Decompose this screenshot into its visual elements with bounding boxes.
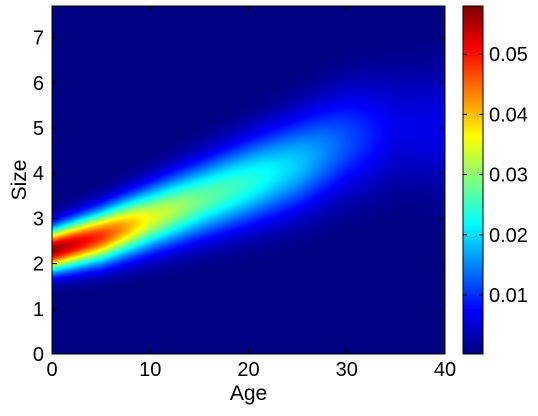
y-tick-label: 1: [33, 299, 44, 321]
x-tick-label: 20: [237, 359, 259, 381]
y-axis: 0 1 2 3 4 5 6 7: [33, 28, 445, 366]
x-axis: 0 10 20 30 40: [46, 6, 456, 381]
colorbar-tick-label: 0.04: [489, 104, 528, 126]
x-tick-label: 0: [46, 359, 57, 381]
y-tick-label: 5: [33, 118, 44, 140]
y-tick-label: 3: [33, 208, 44, 230]
density-heatmap: [52, 6, 445, 354]
x-tick-label: 40: [434, 359, 456, 381]
plot-area: 0 10 20 30 40 0 1 2 3 4 5 6 7: [33, 5, 456, 381]
colorbar-tick-label: 0.03: [489, 165, 528, 187]
colorbar: 0.01 0.02 0.03 0.04 0.05: [462, 5, 528, 355]
x-tick-label: 30: [336, 359, 358, 381]
colorbar-tick-label: 0.01: [489, 285, 528, 307]
y-tick-label: 0: [33, 344, 44, 366]
y-tick-label: 2: [33, 254, 44, 276]
colorbar-tick-label: 0.02: [489, 225, 528, 247]
x-axis-label: Age: [230, 382, 267, 405]
colorbar-tick-label: 0.05: [489, 44, 528, 66]
y-tick-label: 4: [33, 163, 44, 185]
x-tick-label: 10: [139, 359, 161, 381]
colorbar-gradient: [463, 6, 483, 354]
colorbar-frame: [462, 5, 484, 355]
y-axis-label: Size: [8, 160, 31, 201]
colorbar-ticks: 0.01 0.02 0.03 0.04 0.05: [463, 44, 528, 307]
y-tick-label: 6: [33, 73, 44, 95]
y-tick-label: 7: [33, 28, 44, 50]
